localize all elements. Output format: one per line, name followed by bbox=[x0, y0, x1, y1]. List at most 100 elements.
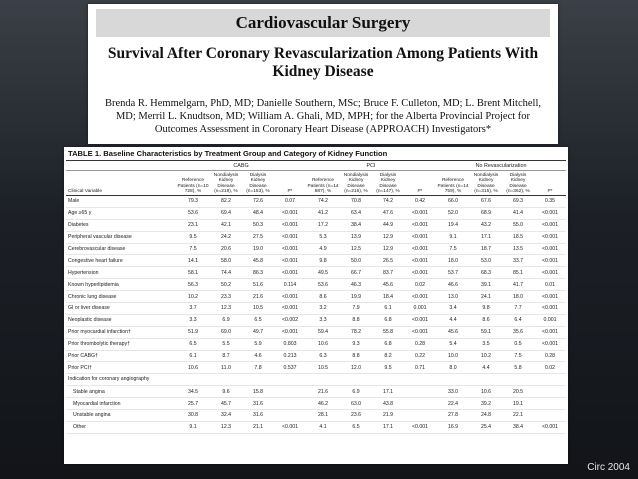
table-cell: 74.2 bbox=[306, 195, 341, 208]
table-cell: 74.4 bbox=[210, 266, 242, 280]
section-banner: Cardiovascular Surgery bbox=[96, 9, 550, 37]
table-cell: <0.001 bbox=[534, 219, 567, 232]
table-cell: 4.4 bbox=[436, 314, 471, 327]
table-cell: 25.4 bbox=[470, 421, 503, 434]
row-label: Prior thrombolytic therapy† bbox=[66, 338, 176, 351]
table-cell: 63.0 bbox=[340, 397, 373, 411]
table-cell: 9.6 bbox=[210, 385, 242, 399]
table-cell: 17.2 bbox=[306, 219, 341, 232]
citation-credit: Circ 2004 bbox=[587, 462, 630, 473]
table-cell: 44.9 bbox=[372, 219, 405, 232]
table-cell: <0.001 bbox=[274, 266, 307, 280]
table-cell: 24.1 bbox=[470, 290, 503, 304]
table-cell: 18.0 bbox=[436, 254, 471, 268]
column-subheader: Reference Patients (n=14 759), % bbox=[436, 170, 471, 196]
table-cell: 4.9 bbox=[306, 243, 341, 256]
table-cell: 17.1 bbox=[470, 231, 503, 244]
row-label: Known hyperlipidemia bbox=[66, 278, 176, 292]
table-cell: 69.4 bbox=[210, 207, 242, 220]
table-cell bbox=[534, 397, 567, 411]
row-label: Male bbox=[66, 195, 176, 208]
column-subheader: Reference Patients (n=14 887), % bbox=[306, 170, 341, 196]
table-cell: 3.7 bbox=[176, 302, 210, 315]
table-cell: 79.3 bbox=[176, 195, 210, 208]
table-cell: 6.5 bbox=[242, 314, 274, 327]
table-cell: 0.537 bbox=[274, 361, 307, 375]
table-cell bbox=[404, 385, 437, 399]
table-cell bbox=[210, 373, 242, 387]
table-cell: 6.9 bbox=[210, 314, 242, 327]
table-cell bbox=[534, 373, 567, 387]
row-label: Prior myocardial infarction† bbox=[66, 326, 176, 339]
variable-column-header: Clinical Variable bbox=[66, 170, 176, 196]
table-cell: 6.5 bbox=[340, 421, 373, 434]
row-label: Indication for coronary angiography bbox=[66, 373, 176, 387]
table-cell: 3.2 bbox=[306, 302, 341, 315]
table-cell: 70.8 bbox=[340, 195, 373, 208]
table-cell: 45.6 bbox=[436, 326, 471, 339]
table-row: Known hyperlipidemia 56.3 50.2 51.6 0.114 53.… bbox=[66, 278, 567, 292]
author-list: Brenda R. Hemmelgarn, PhD, MD; Danielle … bbox=[104, 98, 542, 135]
table-cell: <0.001 bbox=[404, 314, 437, 327]
table-cell bbox=[274, 373, 307, 387]
group-header-cabg: CABG bbox=[176, 160, 307, 171]
table-cell: 27.5 bbox=[242, 231, 274, 244]
table-cell: 30.8 bbox=[176, 409, 210, 422]
table-cell: <0.001 bbox=[534, 231, 567, 244]
table-cell: 19.1 bbox=[502, 397, 535, 411]
table-row: Peripheral vascular disease 9.5 24.2 27.5 <0… bbox=[66, 231, 567, 244]
table-row: Neoplastic disease 3.3 6.9 6.5 <0.002 3.3 8.8 6… bbox=[66, 314, 567, 327]
table-cell: 5.8 bbox=[502, 361, 535, 375]
table-cell: 0.02 bbox=[404, 278, 437, 292]
table-cell: 3.3 bbox=[176, 314, 210, 327]
table-cell: 7.9 bbox=[340, 302, 373, 315]
table-row: Age ≥65 y 53.6 69.4 48.4 <0.001 41.2 63.4 47.6 <… bbox=[66, 207, 567, 220]
table-cell: 5.5 bbox=[210, 338, 242, 351]
table-cell: 48.4 bbox=[242, 207, 274, 220]
table-cell: 8.8 bbox=[340, 350, 373, 363]
row-label: Diabetes bbox=[66, 219, 176, 232]
column-subheader: Nondialysis Kidney Disease (n=315), % bbox=[470, 170, 503, 196]
table-cell: 39.1 bbox=[470, 278, 503, 292]
table-cell: <0.001 bbox=[274, 254, 307, 268]
table-cell: 12.5 bbox=[340, 243, 373, 256]
row-label: Stable angina bbox=[66, 385, 176, 399]
table-cell: 0.213 bbox=[274, 350, 307, 363]
column-subheader: P* bbox=[274, 170, 307, 196]
table-row: Prior PCI† 10.6 11.0 7.8 0.537 10.5 12.0 9.5 0.7… bbox=[66, 361, 567, 375]
table-cell: 18.7 bbox=[470, 243, 503, 256]
table-cell: <0.001 bbox=[274, 219, 307, 232]
table-cell: 49.5 bbox=[306, 266, 341, 280]
table-cell: 10.5 bbox=[306, 361, 341, 375]
table-cell: <0.001 bbox=[404, 219, 437, 232]
table-cell: 6.8 bbox=[372, 314, 405, 327]
table-cell: 38.4 bbox=[340, 219, 373, 232]
table-cell: 9.3 bbox=[340, 338, 373, 351]
row-label: Neoplastic disease bbox=[66, 314, 176, 327]
table-cell: 66.7 bbox=[340, 266, 373, 280]
table-cell: 45.8 bbox=[242, 254, 274, 268]
table-cell: 12.9 bbox=[372, 243, 405, 256]
table-cell: 4.4 bbox=[470, 361, 503, 375]
table-cell: 0.42 bbox=[404, 195, 437, 208]
table-cell: 52.0 bbox=[436, 207, 471, 220]
table-cell: 8.8 bbox=[340, 314, 373, 327]
column-subheader: Nondialysis Kidney Disease (n=216), % bbox=[340, 170, 373, 196]
table-cell: 9.1 bbox=[176, 421, 210, 434]
table-cell: 7.7 bbox=[502, 302, 535, 315]
table-cell: 39.2 bbox=[470, 397, 503, 411]
table-cell: 26.5 bbox=[372, 254, 405, 268]
table-cell: 0.01 bbox=[534, 278, 567, 292]
table-cell: 66.0 bbox=[436, 195, 471, 208]
table-cell: <0.001 bbox=[404, 326, 437, 339]
row-label: GI or liver disease bbox=[66, 302, 176, 315]
table-cell: 34.5 bbox=[176, 385, 210, 399]
table-cell: <0.001 bbox=[404, 266, 437, 280]
table-cell: 33.7 bbox=[502, 254, 535, 268]
table-cell: <0.001 bbox=[534, 243, 567, 256]
table-cell: 82.2 bbox=[210, 195, 242, 208]
table-cell: 55.0 bbox=[502, 219, 535, 232]
table-cell: 58.0 bbox=[210, 254, 242, 268]
table-cell: 11.0 bbox=[210, 361, 242, 375]
table-cell bbox=[404, 397, 437, 411]
